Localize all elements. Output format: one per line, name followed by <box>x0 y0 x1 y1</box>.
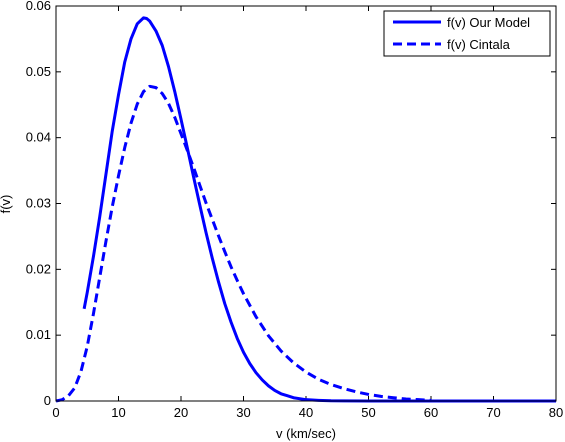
series-line-cintala <box>55 84 432 403</box>
x-axis-label: v (km/sec) <box>276 426 336 441</box>
plot-area <box>56 6 556 401</box>
legend: f(v) Our Model f(v) Cintala <box>383 10 551 57</box>
y-tick-label: 0.02 <box>26 261 51 276</box>
y-tick-label: 0.03 <box>26 196 51 211</box>
data-series <box>55 16 556 403</box>
legend-box <box>383 10 551 57</box>
x-tick-label: 60 <box>424 405 438 420</box>
y-tick-label: 0.01 <box>26 327 51 342</box>
y-tick-label: 0.04 <box>26 130 51 145</box>
x-tick-labels: 0 10 20 30 40 50 60 70 80 <box>52 405 563 420</box>
axes-box <box>55 5 557 402</box>
x-tick-label: 40 <box>299 405 313 420</box>
series-line-our-model <box>82 16 556 403</box>
x-tick-label: 20 <box>174 405 188 420</box>
y-tick-label: 0.05 <box>26 64 51 79</box>
legend-label-cintala: f(v) Cintala <box>447 37 511 52</box>
y-tick-label: 0 <box>44 393 51 408</box>
x-tick-label: 80 <box>549 405 563 420</box>
y-axis-label: f(v) <box>0 195 13 214</box>
legend-label-our-model: f(v) Our Model <box>447 15 530 30</box>
x-tick-label: 0 <box>52 405 59 420</box>
x-tick-label: 70 <box>486 405 500 420</box>
y-tick-labels: 0 0.01 0.02 0.03 0.04 0.05 0.06 <box>26 0 51 408</box>
x-tick-label: 50 <box>361 405 375 420</box>
x-tick-label: 30 <box>236 405 250 420</box>
y-tick-label: 0.06 <box>26 0 51 13</box>
x-tick-label: 10 <box>111 405 125 420</box>
